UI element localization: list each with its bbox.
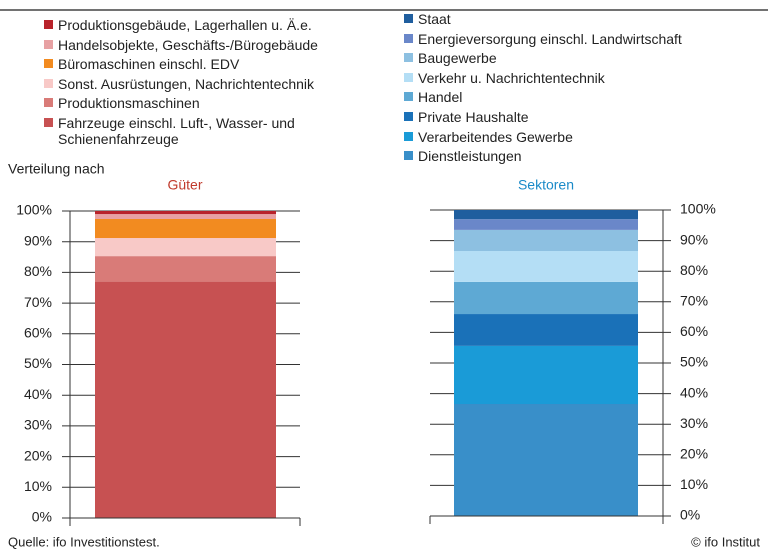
legend-swatch <box>404 131 413 141</box>
legend: Staat Energieversorgung einschl. Landwirt… <box>404 11 682 168</box>
y-tick-label: 90% <box>680 231 708 247</box>
legend-label: Handel <box>418 89 463 106</box>
bar-segment <box>454 404 638 516</box>
bar-segment <box>454 281 638 315</box>
bar-segment <box>454 229 638 252</box>
legend-label: Private Haushalte <box>418 108 529 125</box>
legend-swatch <box>404 53 413 63</box>
legend-swatch <box>404 14 413 23</box>
legend-item: Verkehr u. Nachrichtentechnik <box>404 70 682 86</box>
y-tick-label: 0% <box>32 509 52 525</box>
y-tick-label: 20% <box>680 446 708 462</box>
legend-label: Produktionsmaschinen <box>58 95 200 112</box>
legend-label: Baugewerbe <box>418 50 497 67</box>
y-tick-label: 30% <box>24 417 52 433</box>
legend-item: Private Haushalte <box>404 109 682 125</box>
legend-item: Dienstleistungen <box>404 148 682 164</box>
y-tick-label: 100% <box>16 202 52 218</box>
legend-label: Staat <box>418 11 451 27</box>
bar-segment <box>454 251 638 282</box>
legend-label: Verkehr u. Nachrichtentechnik <box>418 69 605 86</box>
y-tick-label: 0% <box>680 507 700 523</box>
y-tick-label: 10% <box>680 476 708 492</box>
y-tick-label: 90% <box>24 232 52 248</box>
legend-swatch <box>44 78 53 88</box>
legend-item: Produktionsmaschinen <box>44 95 358 111</box>
legend-swatch <box>404 92 413 102</box>
legend-label: Verarbeitendes Gewerbe <box>418 128 573 145</box>
bar-segment <box>454 210 638 220</box>
legend-label: Handelsobjekte, Geschäfts-/Bürogebäude <box>58 36 318 53</box>
legend-swatch <box>44 59 53 69</box>
legend-label: Fahrzeuge einschl. Luft-, Wasser- und Sc… <box>58 114 295 147</box>
y-tick-label: 80% <box>680 262 708 278</box>
legend: Produktionsgebäude, Lagerhallen u. Ä.e. H… <box>44 17 358 151</box>
legend-item: Handel <box>404 89 682 105</box>
y-tick-label: 10% <box>24 478 52 494</box>
y-tick-label: 40% <box>24 386 52 402</box>
legend-item: Verarbeitendes Gewerbe <box>404 129 682 145</box>
legend-swatch <box>44 98 53 108</box>
bar-segment <box>95 211 276 215</box>
legend-swatch <box>44 39 53 49</box>
legend-item: Energieversorgung einschl. Landwirtschaf… <box>404 31 682 47</box>
legend-swatch <box>404 33 413 43</box>
legend-swatch <box>404 72 413 82</box>
bar-segment <box>95 238 276 257</box>
legend-swatch <box>44 117 53 127</box>
subtitle: Verteilung nach <box>8 161 105 177</box>
legend-item: Staat <box>404 11 682 27</box>
legend-label: Büromaschinen einschl. EDV <box>58 56 240 73</box>
y-tick-label: 20% <box>24 447 52 463</box>
bar-segment <box>454 345 638 405</box>
legend-item: Handelsobjekte, Geschäfts-/Bürogebäude <box>44 37 358 53</box>
copyright: © ifo Institut <box>691 534 760 549</box>
legend-label: Produktionsgebäude, Lagerhallen u. Ä.e. <box>58 17 312 33</box>
legend-swatch <box>44 20 53 29</box>
bar-segment <box>454 314 638 346</box>
y-tick-label: 60% <box>24 325 52 341</box>
y-tick-label: 70% <box>24 294 52 310</box>
chart-title: Sektoren <box>518 177 574 193</box>
legend-item: Baugewerbe <box>404 50 682 66</box>
bar-segment <box>95 256 276 282</box>
legend-swatch <box>404 151 413 161</box>
legend-item: Sonst. Ausrüstungen, Nachrichtentechnik <box>44 76 358 92</box>
legend-label: Sonst. Ausrüstungen, Nachrichtentechnik <box>58 75 315 92</box>
y-tick-label: 50% <box>680 354 708 370</box>
y-tick-label: 100% <box>680 201 716 217</box>
y-tick-label: 60% <box>680 323 708 339</box>
bar-segment <box>95 214 276 219</box>
legend-item: Fahrzeuge einschl. Luft-, Wasser- und Sc… <box>44 115 358 147</box>
source: Quelle: ifo Investitionstest. <box>8 534 160 549</box>
legend-label: Energieversorgung einschl. Landwirtschaf… <box>418 30 682 47</box>
bar-segment <box>95 281 276 518</box>
legend-label: Dienstleistungen <box>418 148 522 165</box>
bar-segment <box>95 218 276 239</box>
y-tick-label: 80% <box>24 263 52 279</box>
chart-title: Güter <box>167 177 202 193</box>
legend-item: Büromaschinen einschl. EDV <box>44 56 358 72</box>
legend-swatch <box>404 111 413 121</box>
y-tick-label: 70% <box>680 293 708 309</box>
legend-item: Produktionsgebäude, Lagerhallen u. Ä.e. <box>44 17 358 33</box>
bar-segment <box>454 219 638 230</box>
y-tick-label: 40% <box>680 384 708 400</box>
y-tick-label: 30% <box>680 415 708 431</box>
y-tick-label: 50% <box>24 355 52 371</box>
